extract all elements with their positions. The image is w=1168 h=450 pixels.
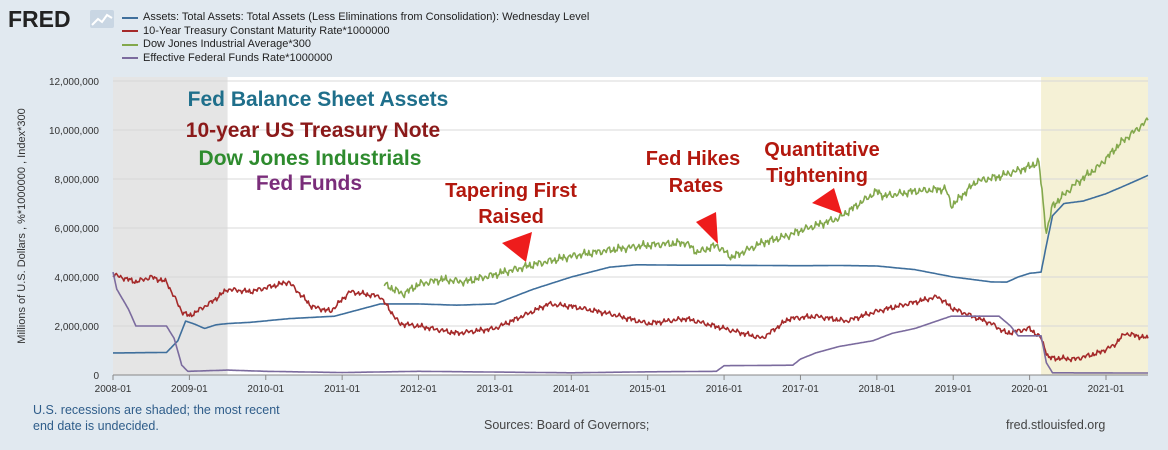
recession-note-line2: end date is undecided. bbox=[33, 419, 159, 433]
legend-item: Dow Jones Industrial Average*300 bbox=[122, 38, 589, 52]
x-tick-label: 2020-01 bbox=[1011, 384, 1048, 395]
x-tick-label: 2014-01 bbox=[553, 384, 590, 395]
recession-note-line1: U.S. recessions are shaded; the most rec… bbox=[33, 403, 280, 417]
legend-label: 10-Year Treasury Constant Maturity Rate*… bbox=[143, 24, 390, 37]
x-tick-label: 2021-01 bbox=[1088, 384, 1125, 395]
legend-swatch bbox=[122, 57, 138, 60]
series-line bbox=[112, 272, 1149, 363]
recession-band bbox=[1041, 77, 1148, 375]
x-tick-label: 2012-01 bbox=[400, 384, 437, 395]
annotation-fed-hikes-line2: Rates bbox=[669, 175, 723, 197]
legend-label: Dow Jones Industrial Average*300 bbox=[143, 38, 311, 50]
arrow-tapering-icon bbox=[502, 232, 532, 262]
arrow-fed-hikes-icon bbox=[696, 212, 718, 244]
recession-note: U.S. recessions are shaded; the most rec… bbox=[33, 402, 333, 434]
plot-background bbox=[113, 77, 1148, 375]
annotation-fed-funds: Fed Funds bbox=[256, 172, 362, 195]
annotation-tapering-line1: Tapering First bbox=[445, 180, 577, 202]
annotation-qt-line1: Quantitative bbox=[764, 139, 880, 161]
y-tick-label: 2,000,000 bbox=[55, 322, 100, 333]
legend-label: Effective Federal Funds Rate*1000000 bbox=[143, 51, 333, 64]
annotation-dow-jones: Dow Jones Industrials bbox=[199, 147, 422, 170]
chart-legend: Assets: Total Assets: Total Assets (Less… bbox=[122, 11, 589, 65]
annotation-fed-hikes-line1: Fed Hikes bbox=[646, 148, 740, 170]
series-line bbox=[383, 117, 1149, 299]
legend-item: Effective Federal Funds Rate*1000000 bbox=[122, 52, 589, 66]
x-tick-label: 2017-01 bbox=[782, 384, 819, 395]
annotation-fed-balance-sheet: Fed Balance Sheet Assets bbox=[188, 88, 449, 111]
legend-label: Assets: Total Assets: Total Assets (Less… bbox=[143, 11, 590, 23]
y-tick-label: 8,000,000 bbox=[55, 175, 100, 186]
y-tick-label: 6,000,000 bbox=[55, 224, 100, 235]
fred-site-link[interactable]: fred.stlouisfed.org bbox=[1006, 418, 1106, 432]
fred-logo[interactable]: FRED bbox=[8, 6, 71, 32]
y-tick-label: 10,000,000 bbox=[49, 126, 99, 137]
legend-swatch bbox=[122, 43, 138, 46]
x-tick-label: 2008-01 bbox=[95, 384, 132, 395]
legend-item: 10-Year Treasury Constant Maturity Rate*… bbox=[122, 25, 589, 39]
legend-item: Assets: Total Assets: Total Assets (Less… bbox=[122, 11, 589, 25]
annotation-qt-line2: Tightening bbox=[766, 165, 868, 187]
series-line bbox=[113, 174, 1149, 354]
recession-band bbox=[113, 77, 228, 375]
y-tick-label: 12,000,000 bbox=[49, 77, 99, 88]
x-tick-label: 2013-01 bbox=[477, 384, 514, 395]
annotation-tapering-line2: Raised bbox=[478, 206, 544, 228]
x-tick-label: 2015-01 bbox=[629, 384, 666, 395]
series-line bbox=[112, 271, 1148, 374]
legend-swatch bbox=[122, 16, 138, 19]
y-axis-label: Millions of U.S. Dollars , %*1000000 , I… bbox=[16, 108, 28, 343]
x-tick-label: 2018-01 bbox=[858, 384, 895, 395]
legend-swatch bbox=[122, 30, 138, 33]
y-tick-label: 0 bbox=[93, 371, 99, 382]
annotation-treasury-note: 10-year US Treasury Note bbox=[186, 119, 440, 142]
x-tick-label: 2019-01 bbox=[935, 384, 972, 395]
x-tick-label: 2016-01 bbox=[706, 384, 743, 395]
arrow-qt-icon bbox=[812, 188, 842, 214]
fred-graph-icon bbox=[90, 10, 114, 28]
sources-text: Sources: Board of Governors; bbox=[484, 418, 650, 432]
x-tick-label: 2009-01 bbox=[171, 384, 208, 395]
x-tick-label: 2010-01 bbox=[247, 384, 284, 395]
y-tick-label: 4,000,000 bbox=[55, 273, 100, 284]
x-tick-label: 2011-01 bbox=[324, 384, 360, 395]
